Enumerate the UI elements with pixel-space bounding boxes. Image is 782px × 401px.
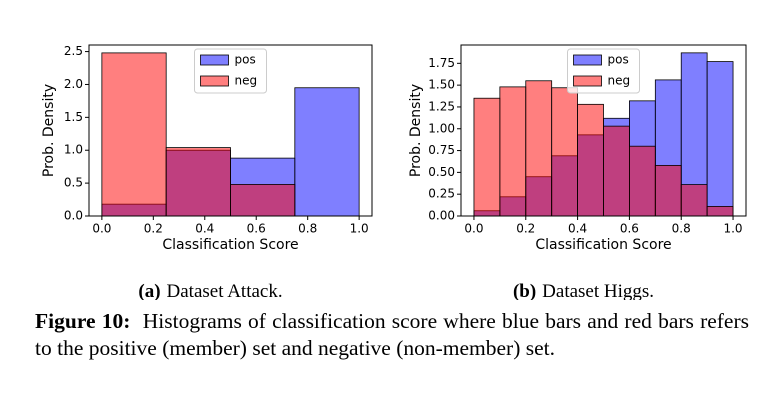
x-tick-label: 0.6 xyxy=(620,222,639,236)
legend-swatch xyxy=(573,75,602,87)
y-tick-label: 2.5 xyxy=(64,44,83,58)
figure-label: Figure 10: xyxy=(35,309,131,333)
y-tick-label: 1.50 xyxy=(428,78,455,92)
y-tick-label: 1.00 xyxy=(428,121,455,135)
bar xyxy=(101,52,167,217)
plot-frame xyxy=(460,44,747,217)
x-tick-label: 0.4 xyxy=(195,222,214,236)
subcaption-label: (b) xyxy=(513,281,536,300)
x-tick-label: 1.0 xyxy=(723,222,742,236)
subcaption-label: (a) xyxy=(138,281,160,300)
legend-swatch xyxy=(573,54,602,66)
y-tick-label: 2.0 xyxy=(64,77,83,91)
y-tick-label: 0.25 xyxy=(428,187,455,201)
x-tick-label: 0.0 xyxy=(464,222,483,236)
bar xyxy=(706,206,734,217)
y-tick-label: 0.50 xyxy=(428,165,455,179)
x-tick-label: 1.0 xyxy=(350,222,369,236)
bar xyxy=(654,164,682,217)
bar xyxy=(680,184,708,217)
subcaption-text: Dataset Higgs. xyxy=(542,281,654,300)
bar xyxy=(473,97,501,217)
legend-swatch xyxy=(200,75,229,87)
bar xyxy=(294,87,360,217)
bar xyxy=(603,125,630,217)
plot-frame xyxy=(88,44,373,217)
y-tick-label: 0.75 xyxy=(428,143,455,157)
bar xyxy=(551,87,578,217)
legend-label: neg xyxy=(608,74,631,88)
y-axis-label: Prob. Density xyxy=(41,84,57,177)
y-tick-label: 1.25 xyxy=(428,99,455,113)
y-tick-label: 1.75 xyxy=(428,56,455,70)
x-tick-label: 0.0 xyxy=(92,222,111,236)
bar xyxy=(230,184,296,217)
bar xyxy=(525,80,553,217)
x-axis-label: Classification Score xyxy=(162,237,298,253)
figure: 0.0 0.5 1.0 1.5 2.0 2.5 0.0 0.2 0.4 0.6 0.8 1.0 Clas… xyxy=(41,44,747,300)
legend-label: neg xyxy=(235,74,258,88)
x-tick-label: 0.2 xyxy=(144,222,163,236)
legend-label: pos xyxy=(235,53,256,67)
x-tick-label: 0.6 xyxy=(247,222,266,236)
x-tick-label: 0.8 xyxy=(672,222,691,236)
x-tick-label: 0.4 xyxy=(568,222,587,236)
subcaption: (b) Dataset Higgs. xyxy=(513,281,654,300)
subcaption: (a) Dataset Attack. xyxy=(138,281,282,300)
bar xyxy=(629,145,656,217)
y-tick-label: 1.0 xyxy=(64,143,83,157)
bar xyxy=(577,103,604,217)
bar xyxy=(499,86,527,217)
x-tick-label: 0.2 xyxy=(516,222,535,236)
y-tick-label: 1.5 xyxy=(64,110,83,124)
x-tick-label: 0.8 xyxy=(298,222,317,236)
legend-label: pos xyxy=(608,53,629,67)
y-tick-label: 0.0 xyxy=(64,209,83,223)
y-tick-label: 0.00 xyxy=(428,209,455,223)
y-axis-label: Prob. Density xyxy=(408,84,424,177)
caption-text: Histograms of classification score where… xyxy=(35,309,750,360)
y-tick-label: 0.5 xyxy=(64,176,83,190)
legend-swatch xyxy=(200,54,229,66)
figure-caption: Figure 10: Histograms of classification … xyxy=(35,308,749,362)
bar xyxy=(165,147,231,217)
bar xyxy=(706,61,734,217)
subcaption-text: Dataset Attack. xyxy=(167,281,283,300)
x-axis-label: Classification Score xyxy=(535,237,671,253)
